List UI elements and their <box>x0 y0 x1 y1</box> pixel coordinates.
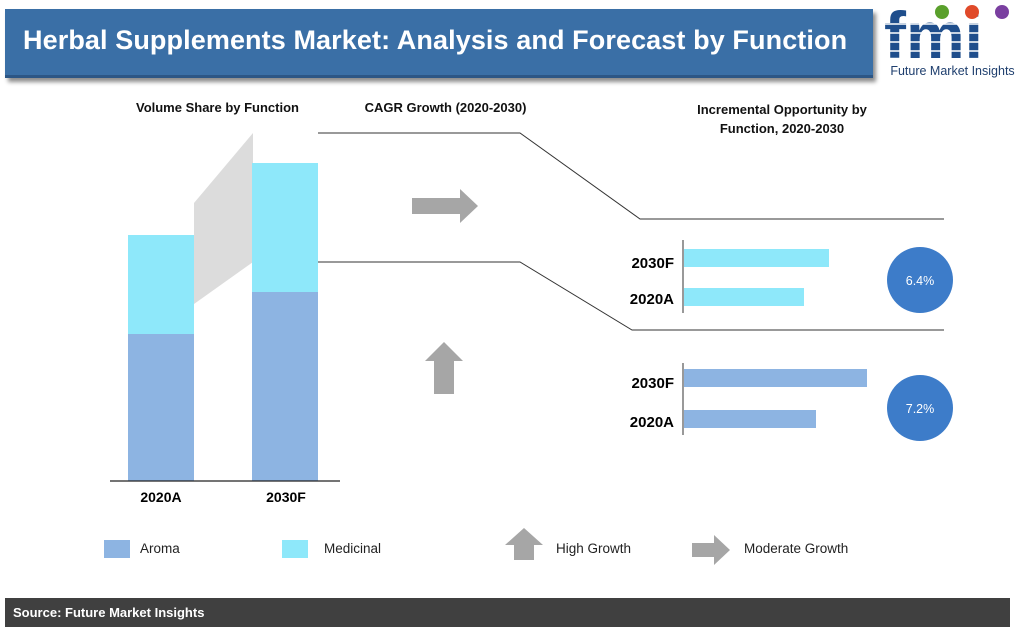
high-growth-arrow-icon <box>425 342 463 394</box>
hbar-category-label: 2030F <box>631 255 674 272</box>
leader-line-medicinal <box>318 132 944 220</box>
legend-medicinal-label: Medicinal <box>324 541 382 556</box>
bulb-icon <box>995 5 1009 19</box>
legend-medicinal-swatch <box>282 540 308 558</box>
moderate-growth-arrow-icon <box>412 189 478 223</box>
stack-bar-medicinal-2030F <box>252 163 318 292</box>
fmi-logo-mark: fmi <box>880 0 1025 72</box>
source-text: Source: Future Market Insights <box>13 605 205 620</box>
cagr-value-medicinal: 6.4% <box>906 274 935 288</box>
source-footer: Source: Future Market Insights <box>5 598 1010 627</box>
hbar-aroma-2020A <box>684 410 816 428</box>
hbar-medicinal-2020A <box>684 288 804 306</box>
fmi-logo: fmi Future Market Insights <box>880 0 1025 82</box>
stack-bar-aroma-2020A <box>128 334 194 481</box>
volume-share-title: Volume Share by Function <box>135 100 299 115</box>
growth-connector-band <box>194 133 253 304</box>
legend-high-growth-icon <box>505 528 543 560</box>
cagr-bubble-aroma <box>887 375 953 441</box>
hbar-category-label: 2020A <box>630 414 674 431</box>
stack-bar-aroma-2030F <box>252 292 318 481</box>
hbar-aroma-2030F <box>684 369 867 387</box>
hbar-category-label: 2020A <box>630 291 674 308</box>
cagr-title: CAGR Growth (2020-2030) <box>364 100 527 115</box>
legend-moderate-growth-icon <box>692 535 730 565</box>
hbar-medicinal-2030F <box>684 249 829 267</box>
globe-icon <box>935 5 949 19</box>
incremental-title: Incremental Opportunity by Function, 202… <box>697 102 867 136</box>
person-icon <box>965 5 979 19</box>
cagr-bubble-medicinal <box>887 247 953 313</box>
cagr-value-aroma: 7.2% <box>906 402 935 416</box>
stack-bar-medicinal-2020A <box>128 235 194 334</box>
hbar-category-label: 2030F <box>631 375 674 392</box>
stack-category-label: 2030F <box>266 489 306 505</box>
leader-line-aroma <box>318 261 944 331</box>
legend-aroma-label: Aroma <box>140 541 180 556</box>
legend-high-growth-label: High Growth <box>556 541 632 556</box>
logo-caption: Future Market Insights <box>890 64 1015 78</box>
stack-category-label: 2020A <box>140 489 181 505</box>
legend-aroma-swatch <box>104 540 130 558</box>
legend-moderate-growth-label: Moderate Growth <box>744 541 849 556</box>
page-title: Herbal Supplements Market: Analysis and … <box>23 25 848 55</box>
title-bar: Herbal Supplements Market: Analysis and … <box>5 9 873 78</box>
